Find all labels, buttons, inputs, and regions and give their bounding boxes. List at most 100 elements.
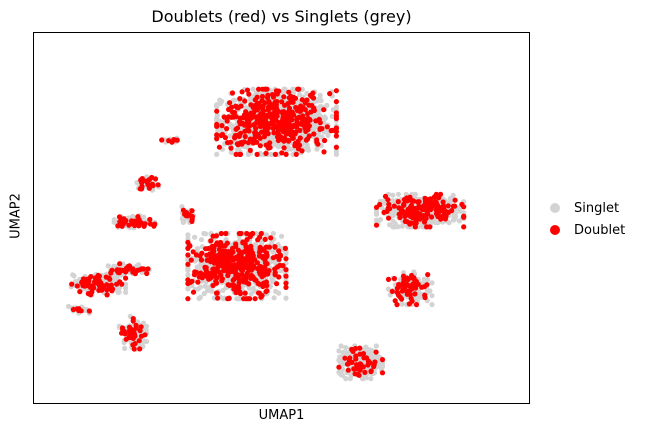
doublet-point [82, 283, 88, 289]
singlet-point [105, 263, 111, 269]
doublet-point [244, 237, 250, 243]
doublet-point [306, 102, 312, 108]
doublet-point [329, 127, 335, 133]
doublet-point [134, 267, 141, 273]
doublet-point [119, 325, 126, 331]
singlet-marker [550, 203, 560, 213]
doublet-point [265, 131, 271, 137]
doublet-point [277, 262, 283, 268]
doublet-point [362, 369, 368, 375]
singlet-point [248, 291, 254, 297]
doublet-point [440, 199, 446, 205]
doublet-point [251, 122, 257, 128]
doublet-point [250, 105, 256, 111]
doublet-point [238, 267, 244, 273]
doublet-point [292, 95, 299, 101]
doublet-point [283, 256, 289, 262]
doublet-point [238, 230, 244, 237]
doublet-point [395, 199, 401, 205]
doublet-point [104, 282, 110, 288]
doublet-point [109, 286, 116, 292]
doublet-point [402, 213, 408, 220]
doublet-point [242, 98, 248, 104]
doublet-point [382, 193, 389, 199]
doublet-point [242, 128, 248, 134]
doublet-point [391, 276, 397, 282]
singlet-point [230, 97, 236, 103]
singlet-point [343, 350, 349, 356]
singlet-point [373, 209, 380, 215]
singlet-point [424, 287, 431, 294]
doublet-point [126, 222, 132, 228]
doublet-point [199, 250, 205, 256]
doublet-point [404, 281, 410, 287]
singlet-point [317, 92, 323, 98]
singlet-point [283, 295, 289, 301]
doublet-point [311, 107, 317, 114]
doublet-point [391, 203, 397, 209]
doublet-point [255, 117, 261, 124]
singlet-point [417, 292, 423, 299]
plot-frame [33, 32, 530, 404]
doublet-point [251, 136, 257, 142]
doublet-point [236, 259, 242, 265]
doublet-point [96, 273, 102, 279]
doublet-point [373, 349, 379, 355]
singlet-point [421, 276, 427, 282]
doublet-point [307, 92, 314, 98]
doublet-point [286, 95, 292, 101]
doublet-point [262, 236, 268, 242]
doublet-point [409, 213, 415, 219]
singlet-point [329, 113, 335, 119]
doublet-point [319, 126, 325, 132]
doublet-point [254, 151, 260, 157]
doublet-point [119, 281, 125, 287]
doublet-point [224, 126, 230, 132]
singlet-point [228, 149, 234, 155]
doublet-point [392, 298, 398, 304]
legend-item-doublet: Doublet [550, 219, 625, 241]
doublet-point [232, 262, 238, 268]
singlet-point [338, 343, 344, 349]
doublet-point [237, 151, 243, 157]
legend-label-doublet: Doublet [574, 222, 626, 238]
doublet-point [314, 137, 320, 143]
doublet-point [226, 295, 232, 301]
doublet-point [236, 285, 242, 291]
doublet-point [279, 150, 285, 156]
singlet-point [185, 266, 191, 272]
singlet-point [278, 268, 284, 274]
doublet-point [226, 114, 232, 120]
singlet-point [268, 151, 274, 157]
doublet-point [276, 274, 282, 280]
doublet-point [253, 277, 259, 283]
doublet-point [424, 210, 430, 216]
doublet-point [295, 86, 301, 92]
doublet-point [256, 86, 262, 92]
doublet-point [333, 133, 339, 139]
doublet-point [231, 114, 237, 120]
doublet-point [228, 145, 234, 151]
doublet-point [321, 107, 327, 113]
doublet-point [280, 112, 286, 118]
doublet-point [267, 105, 274, 111]
doublet-point [77, 289, 83, 295]
doublet-point [300, 105, 306, 111]
doublet-point [229, 90, 236, 96]
singlet-point [209, 288, 215, 294]
doublet-point [74, 283, 80, 289]
singlet-point [269, 279, 275, 285]
doublet-point [247, 147, 253, 153]
singlet-point [430, 218, 436, 224]
doublet-point [216, 144, 222, 150]
doublet-point [260, 283, 266, 290]
doublet-point [150, 183, 156, 189]
doublet-point [290, 111, 296, 117]
singlet-point [140, 339, 146, 345]
doublet-point [244, 87, 251, 93]
doublet-point [352, 371, 358, 377]
doublet-point [230, 245, 236, 251]
doublet-point [221, 114, 227, 120]
doublet-point [257, 143, 263, 149]
scatter-points [66, 86, 467, 382]
